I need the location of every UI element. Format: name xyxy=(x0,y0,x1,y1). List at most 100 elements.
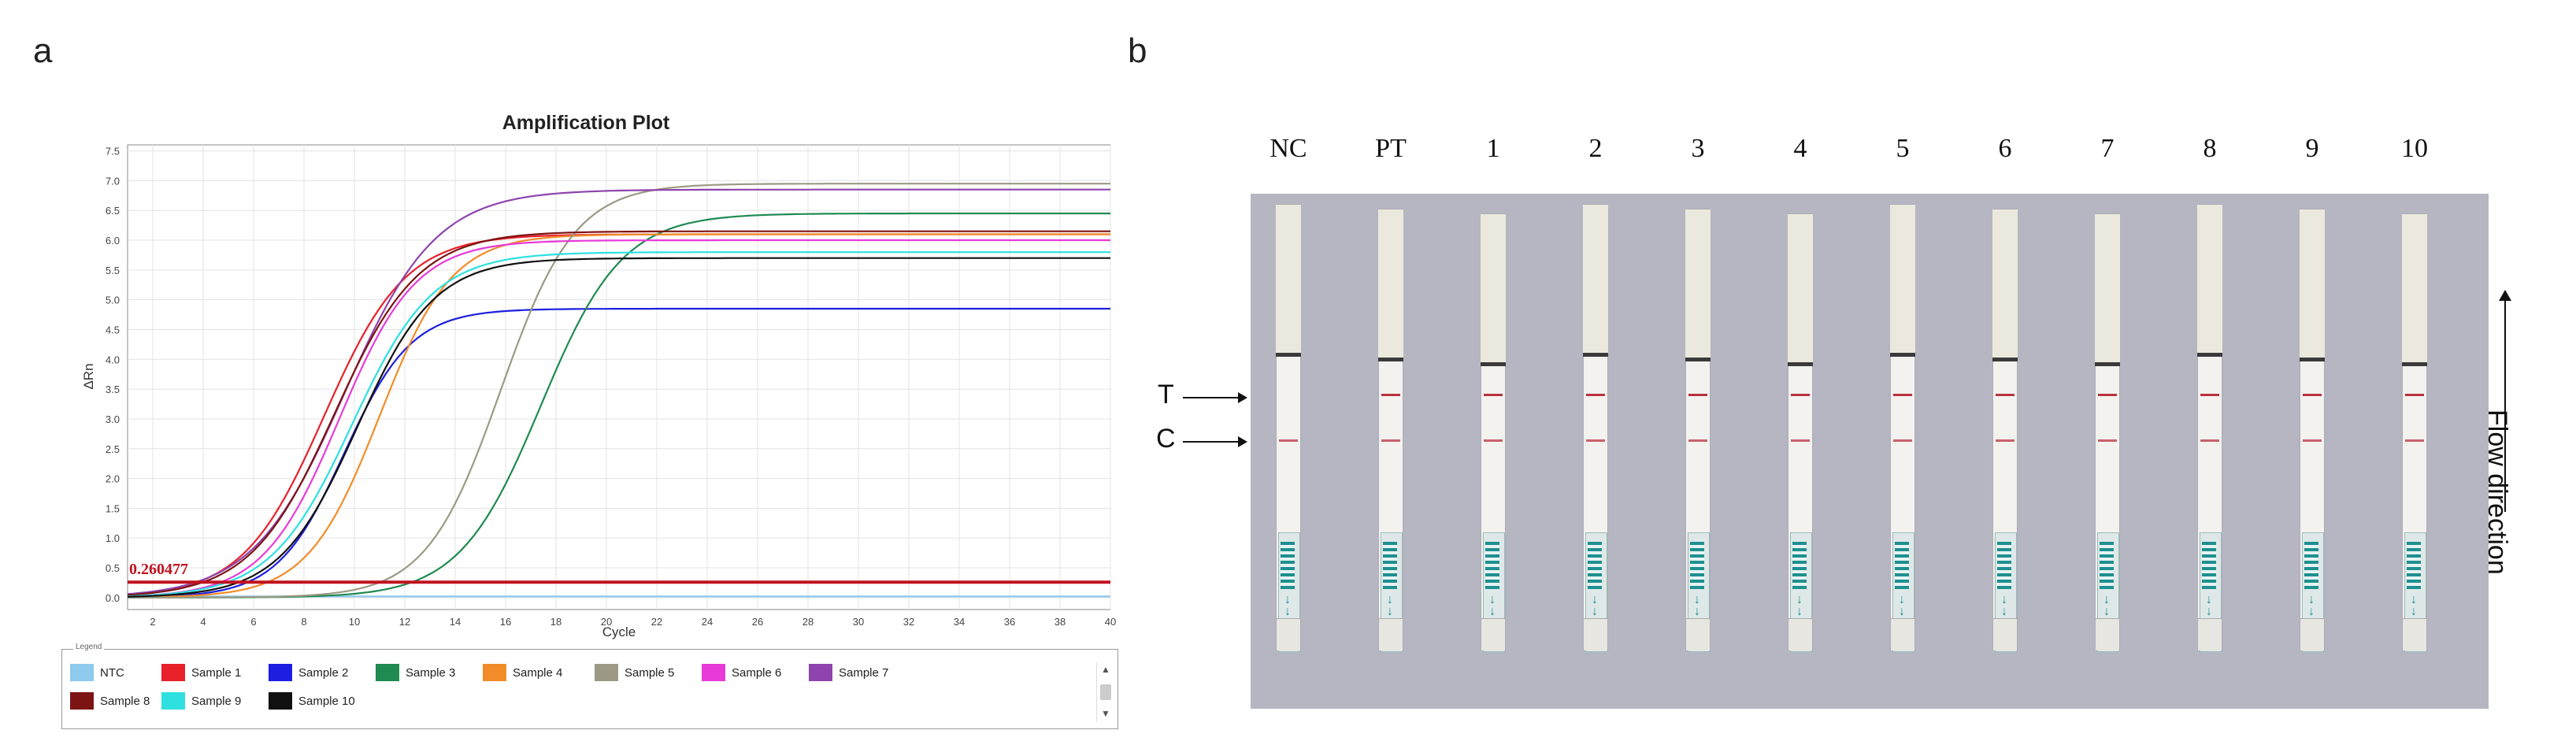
strip-marking xyxy=(1792,542,1807,589)
t-line-arrow xyxy=(1183,392,1247,403)
test-line-band xyxy=(1484,394,1503,396)
sample-pad xyxy=(1276,205,1301,357)
threshold: 0.260477 xyxy=(128,561,1110,584)
series-line-sample-5 xyxy=(128,183,1110,598)
legend-label: Sample 10 xyxy=(298,694,355,708)
y-tick-label: 4.5 xyxy=(106,324,120,335)
test-line-band xyxy=(1996,394,2014,396)
sample-pad xyxy=(1583,205,1608,357)
test-line-band xyxy=(1893,394,1912,396)
legend-label: NTC xyxy=(100,665,124,680)
x-tick-label: 8 xyxy=(301,616,306,628)
strip-handle xyxy=(1891,618,1914,650)
sample-pad xyxy=(1788,214,1813,366)
lane-label: 2 xyxy=(1588,134,1603,163)
x-tick-label: 14 xyxy=(450,616,461,628)
y-tick-label: 1.5 xyxy=(106,502,120,514)
series-line-sample-4 xyxy=(127,233,1110,598)
strip-marking xyxy=(2100,542,2114,589)
scroll-up-icon[interactable]: ▲ xyxy=(1101,664,1110,675)
x-tick-label: 2 xyxy=(150,616,155,628)
legend-swatch xyxy=(376,664,399,681)
y-tick-label: 6.0 xyxy=(106,235,120,246)
lane-label: 10 xyxy=(2401,134,2428,163)
strip-marking xyxy=(2304,542,2318,589)
lane-label: 5 xyxy=(1896,134,1910,163)
test-strip-photo: ↓↓↓ ↓↓↓ ↓↓↓ ↓↓↓ ↓↓↓ ↓↓↓ ↓↓↓ ↓↓↓ ↓↓↓ ↓↓↓ ↓↓↓ ↓↓↓ xyxy=(1251,194,2489,709)
legend-swatch xyxy=(70,664,94,681)
c-line-arrow xyxy=(1183,436,1247,447)
scroll-down-icon[interactable]: ▼ xyxy=(1101,708,1110,719)
test-strip: ↓↓↓ xyxy=(2095,214,2120,652)
y-tick-label: 3.5 xyxy=(106,384,120,395)
chart-title: Amplification Plot xyxy=(502,112,670,134)
flow-direction-arrow xyxy=(2499,290,2511,512)
amplification-plot: Amplification Plot 2 4 6 8 10 12 14 16 18 20 22 24 2… xyxy=(81,112,1116,639)
control-line-band xyxy=(2098,439,2117,442)
x-tick-labels: 2 4 6 8 10 12 14 16 18 20 22 24 26 28 30 32 34 36 38 40 xyxy=(150,616,1116,628)
test-strip: ↓↓↓ xyxy=(2300,209,2325,652)
test-strip: ↓↓↓ xyxy=(1685,209,1711,652)
t-line-label: T xyxy=(1158,380,1174,410)
x-tick-label: 34 xyxy=(954,616,965,628)
strip-handle xyxy=(1788,618,1812,650)
lane-label: 1 xyxy=(1486,134,1500,163)
strip-marking xyxy=(2407,542,2421,589)
c-line-label: C xyxy=(1156,424,1176,454)
strip-marking xyxy=(1281,542,1295,589)
strip-marking xyxy=(1895,542,1909,589)
legend-item-ntc: NTC xyxy=(70,662,124,683)
x-axis-title: Cycle xyxy=(602,624,636,639)
x-tick-label: 16 xyxy=(500,616,511,628)
sample-pad xyxy=(2095,214,2120,366)
y-tick-label: 6.5 xyxy=(106,205,120,217)
x-tick-label: 22 xyxy=(651,616,662,628)
test-line-band xyxy=(1688,394,1707,396)
strip-marking xyxy=(1383,542,1397,589)
y-tick-label: 0.5 xyxy=(106,562,120,574)
control-line-band xyxy=(1893,439,1912,442)
legend-label: Sample 2 xyxy=(298,665,349,680)
x-tick-label: 10 xyxy=(349,616,360,628)
panel-b-letter: b xyxy=(1128,32,1147,70)
y-tick-labels: 0.0 0.5 1.0 1.5 2.0 2.5 3.0 3.5 4.0 4.5 5.0 5.5 6.0 6… xyxy=(106,146,120,604)
test-strip: ↓↓↓ xyxy=(2197,205,2222,652)
y-tick-label: 0.0 xyxy=(106,592,120,604)
series-line-sample-8 xyxy=(127,230,1110,596)
legend-swatch xyxy=(161,692,185,710)
legend-swatch xyxy=(161,664,185,681)
scroll-thumb[interactable] xyxy=(1100,684,1111,700)
legend-item-sample-2: Sample 2 xyxy=(269,662,348,683)
strip-handle xyxy=(2300,618,2324,650)
legend-item-sample-9: Sample 9 xyxy=(161,691,241,711)
legend-swatch xyxy=(702,664,725,681)
test-line-band xyxy=(2200,394,2219,396)
x-tick-label: 24 xyxy=(702,616,713,628)
lane-label: 9 xyxy=(2305,134,2319,163)
strip-handle xyxy=(2403,618,2426,650)
legend-item-sample-8: Sample 8 xyxy=(70,691,150,711)
series-lines xyxy=(127,183,1110,598)
x-tick-label: 4 xyxy=(200,616,206,628)
strip-marking xyxy=(1485,542,1499,589)
y-axis-title: ΔRn xyxy=(81,363,96,389)
x-tick-label: 6 xyxy=(250,616,256,628)
legend-scrollbar[interactable]: ▲ ▼ xyxy=(1096,662,1114,722)
x-tick-label: 36 xyxy=(1004,616,1015,628)
lane-label: 8 xyxy=(2203,134,2217,163)
sample-pad xyxy=(1378,209,1403,361)
control-line-band xyxy=(1791,439,1810,442)
legend-item-sample-10: Sample 10 xyxy=(269,691,355,711)
legend-label: Sample 6 xyxy=(732,665,782,680)
lane-label: 3 xyxy=(1691,134,1705,163)
legend-item-sample-1: Sample 1 xyxy=(161,662,241,683)
lane-label: PT xyxy=(1375,134,1407,163)
legend-item-sample-3: Sample 3 xyxy=(376,662,455,683)
strip-handle xyxy=(2096,618,2119,650)
sample-pad xyxy=(1481,214,1506,366)
sample-pad xyxy=(2300,209,2325,361)
x-tick-label: 38 xyxy=(1054,616,1066,628)
sample-pad xyxy=(1685,209,1711,361)
y-tick-label: 3.0 xyxy=(106,413,120,425)
x-tick-label: 32 xyxy=(903,616,914,628)
